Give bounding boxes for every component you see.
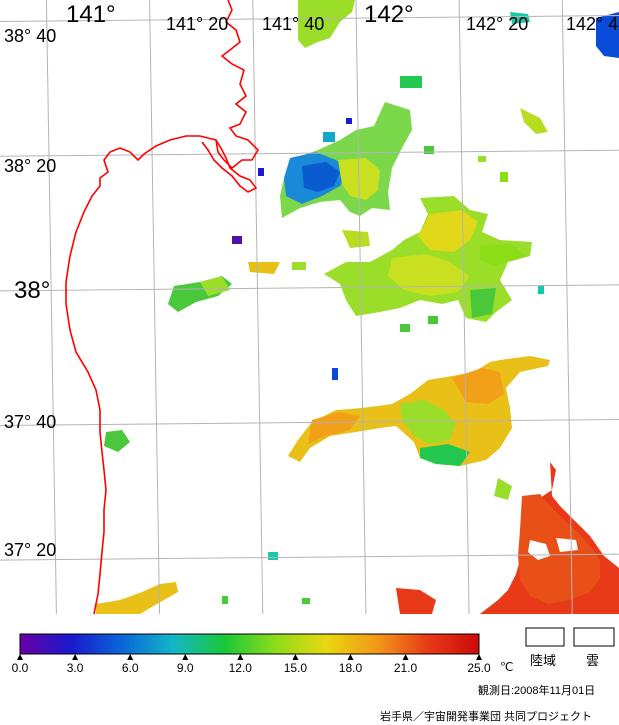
parallel-line [0, 15, 619, 23]
meridian-line [458, 0, 470, 615]
sst-patch [556, 538, 578, 552]
colorbar-tick-mark [292, 654, 299, 660]
colorbar-tick-label: 9.0 [177, 661, 194, 675]
meridian-line [355, 0, 367, 615]
meridian-line [45, 0, 57, 615]
sst-patch [298, 0, 355, 48]
sst-patch [510, 12, 530, 24]
lat-label-37-40: 37° 40 [4, 412, 56, 432]
sst-patch [342, 230, 370, 248]
lon-label-141-40: 141° 40 [262, 14, 324, 34]
latitude-labels: 38° 40 38° 20 38° 37° 40 37° 20 [4, 26, 56, 560]
graticule [0, 0, 619, 615]
colorbar-unit: ℃ [500, 660, 513, 674]
sst-patch [248, 262, 280, 274]
observation-date: 観測日:2008年11月01日 [478, 683, 595, 697]
sst-patch [596, 12, 619, 58]
colorbar [19, 633, 480, 655]
credit-line: 岩手県／宇宙開発事業団 共同プロジェクト [380, 709, 592, 723]
land-legend-label: 陸域 [530, 653, 556, 668]
sst-patch [538, 286, 544, 294]
colorbar-tick-label: 3.0 [67, 661, 84, 675]
colorbar-tick-mark [237, 654, 244, 660]
sea-surface-temperature-field [96, 0, 619, 614]
sst-patch [388, 254, 470, 296]
sst-patch [302, 162, 340, 192]
coastline [65, 0, 260, 615]
colorbar-tick-label: 18.0 [339, 661, 363, 675]
colorbar-tick-mark [402, 654, 409, 660]
sst-patch [518, 494, 600, 604]
sst-patch [222, 596, 228, 604]
meridian-line [252, 0, 264, 615]
sst-patch [292, 262, 306, 270]
colorbar-tick-mark [476, 654, 482, 660]
sst-patch [396, 588, 436, 614]
sst-patch [400, 400, 456, 444]
cloud-legend-label: 雲 [586, 653, 599, 668]
sst-patch [308, 412, 360, 444]
sst-patch [420, 444, 470, 466]
sst-patch [268, 552, 278, 560]
colorbar-ticks: 0.0 3.0 6.0 9.0 12.0 15.0 18.0 21.0 25.0 [12, 654, 491, 675]
sst-patch [302, 598, 310, 604]
sst-patch [480, 244, 526, 266]
lon-label-142: 142° [364, 1, 414, 28]
meridian-line [561, 0, 573, 615]
sst-patch [400, 324, 410, 332]
colorbar-tick-mark [127, 654, 134, 660]
lat-label-37-20: 37° 20 [4, 540, 56, 560]
lon-label-142-20: 142° 20 [466, 14, 528, 34]
meridian-line [149, 0, 161, 615]
colorbar-tick-label: 21.0 [394, 661, 418, 675]
sst-patch [258, 168, 264, 176]
lon-label-142-40: 142° 40 [566, 14, 619, 34]
cloud-legend-box [573, 627, 615, 647]
parallel-line [0, 284, 619, 292]
lat-label-38-20: 38° 20 [4, 156, 56, 176]
coastline-bay-detail [201, 139, 258, 193]
parallel-line [0, 553, 619, 561]
colorbar-tick-label: 25.0 [467, 661, 491, 675]
sst-patch [104, 430, 130, 452]
colorbar-tick-mark [72, 654, 79, 660]
map-background [0, 0, 619, 614]
sst-patch [424, 146, 434, 154]
lat-label-38: 38° [14, 277, 50, 304]
colorbar-tick-label: 15.0 [284, 661, 308, 675]
sst-patch [478, 156, 486, 162]
colorbar-tick-mark [347, 654, 354, 660]
sst-patch [323, 132, 335, 142]
sst-patch [520, 108, 548, 134]
sst-patch [232, 236, 242, 244]
sst-patch [400, 76, 422, 88]
colorbar-tick-label: 6.0 [122, 661, 139, 675]
colorbar-tick-label: 12.0 [229, 661, 253, 675]
colorbar-tick-mark [17, 654, 23, 660]
sst-patch [494, 478, 512, 500]
colorbar-tick-label: 0.0 [12, 661, 29, 675]
sst-patch [96, 582, 178, 614]
sst-patch [470, 288, 496, 318]
land-legend-box [525, 627, 565, 647]
lon-label-141-20: 141° 20 [166, 14, 228, 34]
sst-patch [428, 316, 438, 324]
sst-patch [346, 118, 352, 124]
sst-patch [332, 368, 338, 380]
sst-patch [500, 172, 508, 182]
colorbar-tick-mark [182, 654, 189, 660]
sst-patch [200, 276, 230, 296]
parallel-line [0, 149, 619, 157]
parallel-line [0, 418, 619, 426]
longitude-labels: 141° 141° 20 141° 40 142° 142° 20 142° 4… [66, 1, 619, 34]
lon-label-141: 141° [66, 1, 116, 28]
lat-label-38-40: 38° 40 [4, 26, 56, 46]
